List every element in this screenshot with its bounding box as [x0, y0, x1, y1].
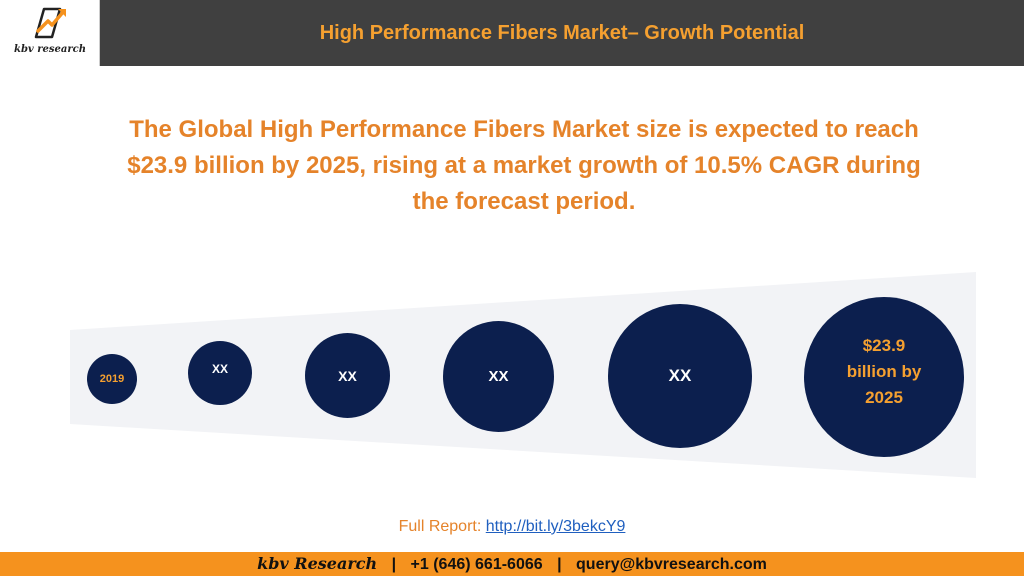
- circle-label: 2019: [99, 373, 125, 385]
- circle-unit: billion by: [846, 362, 922, 381]
- circle-step-4: XX: [608, 304, 752, 448]
- footer-email[interactable]: query@kbvresearch.com: [576, 556, 767, 573]
- circle-label: XX: [338, 367, 357, 384]
- logo-icon: [34, 7, 66, 39]
- circle-step-1: XX: [188, 341, 252, 405]
- circle-label: XX: [488, 368, 509, 385]
- header-bar: kbv research High Performance Fibers Mar…: [0, 0, 1024, 66]
- logo[interactable]: kbv research: [0, 0, 100, 66]
- headline-text: The Global High Performance Fibers Marke…: [127, 116, 921, 215]
- logo-text: kbv research: [14, 44, 86, 55]
- full-report-link[interactable]: http://bit.ly/3bekcY9: [485, 518, 626, 535]
- footer-phone[interactable]: +1 (646) 661-6066: [410, 556, 543, 573]
- circle-value: $23.9: [862, 336, 906, 355]
- circle-2025-label: $23.9 billion by 2025: [847, 333, 922, 411]
- circle-2019: 2019: [87, 354, 137, 404]
- circle-year: 2025: [865, 388, 903, 407]
- circle-label: XX: [668, 366, 692, 385]
- circle-2025: $23.9 billion by 2025: [804, 297, 964, 457]
- full-report-label: Full Report:: [398, 518, 482, 535]
- page-title: High Performance Fibers Market– Growth P…: [319, 22, 805, 44]
- footer-bar: kbv Research | +1 (646) 661-6066 | query…: [0, 552, 1024, 576]
- circle-step-3: XX: [443, 321, 554, 432]
- footer-separator: |: [391, 556, 397, 573]
- circle-step-2: XX: [305, 333, 390, 418]
- full-report-line: Full Report: http://bit.ly/3bekcY9: [0, 518, 1024, 536]
- circle-label: XX: [211, 362, 228, 376]
- footer-brand: kbv Research: [257, 554, 378, 573]
- footer-separator: |: [557, 556, 562, 573]
